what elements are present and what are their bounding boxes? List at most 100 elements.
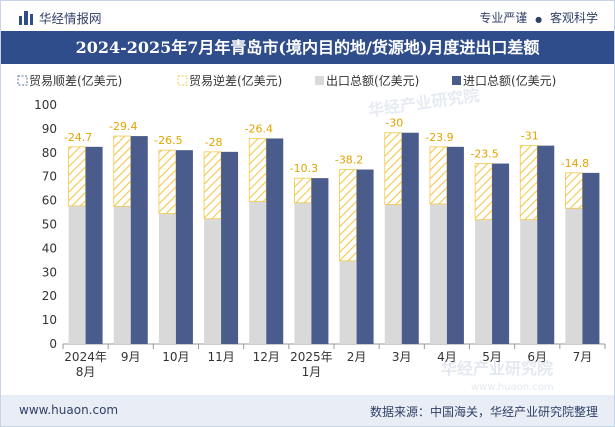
legend-label-export: 出口总额(亿美元) bbox=[326, 73, 419, 88]
x-tick-label: 4月 bbox=[437, 350, 457, 364]
import-bar bbox=[130, 136, 148, 344]
deficit-bar bbox=[294, 177, 312, 204]
x-tick-label: 1月 bbox=[302, 365, 322, 379]
balance-data-label: -30 bbox=[385, 117, 403, 130]
export-bar bbox=[520, 219, 538, 344]
legend-item-deficit: 贸易逆差(亿美元) bbox=[177, 73, 282, 88]
legend-item-export: 出口总额(亿美元) bbox=[315, 73, 419, 88]
export-bar bbox=[475, 219, 493, 344]
import-bar bbox=[311, 178, 329, 344]
balance-data-label: -29.4 bbox=[109, 120, 137, 133]
deficit-bar bbox=[68, 146, 86, 207]
x-tick-label: 5月 bbox=[482, 350, 502, 364]
balance-data-label: -14.8 bbox=[561, 157, 589, 170]
import-bar bbox=[266, 138, 284, 344]
export-bar bbox=[204, 218, 222, 344]
deficit-bar bbox=[113, 135, 132, 207]
legend-label-import: 进口总额(亿美元) bbox=[463, 73, 556, 88]
export-bar bbox=[294, 202, 312, 344]
export-bar bbox=[113, 206, 131, 344]
y-tick-label: 50 bbox=[42, 218, 57, 232]
legend-swatch-surplus bbox=[17, 75, 28, 86]
x-tick-label: 7月 bbox=[573, 350, 593, 364]
footer: www.huaon.com 数据来源：中国海关，华经产业研究院整理 bbox=[1, 395, 614, 426]
import-bar bbox=[492, 163, 510, 344]
balance-data-label: -23.5 bbox=[470, 148, 498, 161]
deficit-bar bbox=[474, 163, 493, 221]
deficit-bar bbox=[248, 138, 267, 202]
import-bar bbox=[221, 151, 239, 344]
deficit-bar bbox=[429, 146, 448, 205]
balance-data-label: -26.5 bbox=[154, 134, 182, 147]
watermark-text-lower: 华经产业研究院 bbox=[441, 359, 553, 378]
top-bar: 华经情报网 专业严谨 ● 客观科学 bbox=[1, 1, 614, 31]
export-bar bbox=[249, 201, 267, 344]
deficit-bar bbox=[565, 172, 583, 209]
tag-objective: 客观科学 bbox=[549, 11, 598, 25]
y-tick-label: 0 bbox=[49, 337, 57, 351]
import-bar bbox=[582, 172, 600, 344]
data-labels: -24.7 -29.4 -26.5 -28 -26.4 -10.3 -38.2 -30 -23.… bbox=[64, 117, 589, 175]
y-tick-label: 60 bbox=[42, 194, 57, 208]
legend-label-deficit: 贸易逆差(亿美元) bbox=[189, 73, 282, 88]
x-tick-label: 11月 bbox=[207, 350, 234, 364]
legend-label-surplus: 贸易顺差(亿美元) bbox=[29, 73, 122, 88]
import-bar bbox=[85, 146, 103, 344]
import-bar bbox=[356, 169, 374, 344]
legend-swatch-import bbox=[452, 76, 461, 85]
legend: 贸易顺差(亿美元) 贸易逆差(亿美元) 出口总额(亿美元) 进口总额(亿美元) bbox=[17, 73, 556, 88]
import-bar bbox=[537, 145, 555, 344]
header-tags: 专业严谨 ● 客观科学 bbox=[475, 9, 598, 26]
footer-source: 数据来源：中国海关，华经产业研究院整理 bbox=[369, 405, 598, 419]
x-tick-label: 2025年 bbox=[290, 350, 333, 364]
y-tick-label: 10 bbox=[42, 313, 57, 327]
brand-name: 华经情报网 bbox=[39, 11, 102, 26]
export-bar bbox=[68, 205, 86, 344]
x-tick-label: 3月 bbox=[392, 350, 412, 364]
balance-data-label: -24.7 bbox=[64, 131, 92, 144]
x-tick-label: 12月 bbox=[253, 350, 280, 364]
x-tick-label: 2月 bbox=[347, 350, 367, 364]
y-tick-label: 20 bbox=[42, 289, 57, 303]
export-bar bbox=[339, 260, 357, 344]
y-tick-label: 100 bbox=[34, 98, 57, 112]
export-bar bbox=[565, 208, 583, 344]
legend-swatch-export bbox=[315, 76, 324, 85]
balance-data-label: -23.9 bbox=[425, 131, 453, 144]
legend-swatch-deficit bbox=[177, 75, 188, 86]
import-bar bbox=[446, 146, 464, 344]
export-bar bbox=[429, 203, 447, 344]
y-tick-label: 40 bbox=[42, 241, 57, 255]
import-bar bbox=[401, 132, 419, 344]
chart-area: 华经产业研究院 华经产业研究院 www.huaon.com 贸易顺差(亿美元) … bbox=[17, 73, 606, 393]
x-tick-label: 9月 bbox=[121, 350, 141, 364]
footer-website: www.huaon.com bbox=[19, 403, 119, 417]
chart-title: 2024-2025年7月年青岛市(境内目的地/货源地)月度进出口差额 bbox=[1, 31, 614, 64]
legend-item-surplus: 贸易顺差(亿美元) bbox=[17, 73, 122, 88]
brand: 华经情报网 bbox=[19, 8, 102, 27]
x-tick-label: 6月 bbox=[527, 350, 547, 364]
balance-data-label: -28 bbox=[205, 136, 223, 149]
tag-professional: 专业严谨 bbox=[479, 11, 528, 25]
balance-data-label: -10.3 bbox=[290, 162, 318, 175]
balance-data-label: -26.4 bbox=[245, 122, 273, 135]
y-tick-label: 30 bbox=[42, 265, 57, 279]
brand-logo-icon bbox=[19, 10, 33, 25]
y-tick-label: 70 bbox=[42, 170, 57, 184]
deficit-bar bbox=[519, 145, 538, 221]
bars bbox=[68, 132, 600, 344]
x-tick-label: 10月 bbox=[162, 350, 189, 364]
export-bar bbox=[158, 213, 176, 344]
y-tick-label: 90 bbox=[42, 122, 57, 136]
deficit-bar bbox=[339, 169, 357, 262]
watermark-text: 华经产业研究院 bbox=[367, 86, 481, 120]
tag-separator-dot: ● bbox=[535, 15, 543, 24]
balance-data-label: -31 bbox=[521, 130, 539, 143]
deficit-bar bbox=[384, 132, 403, 205]
import-bar bbox=[175, 150, 193, 344]
legend-item-import: 进口总额(亿美元) bbox=[452, 73, 556, 88]
deficit-bar bbox=[158, 149, 177, 214]
x-tick-label: 8月 bbox=[76, 365, 96, 379]
